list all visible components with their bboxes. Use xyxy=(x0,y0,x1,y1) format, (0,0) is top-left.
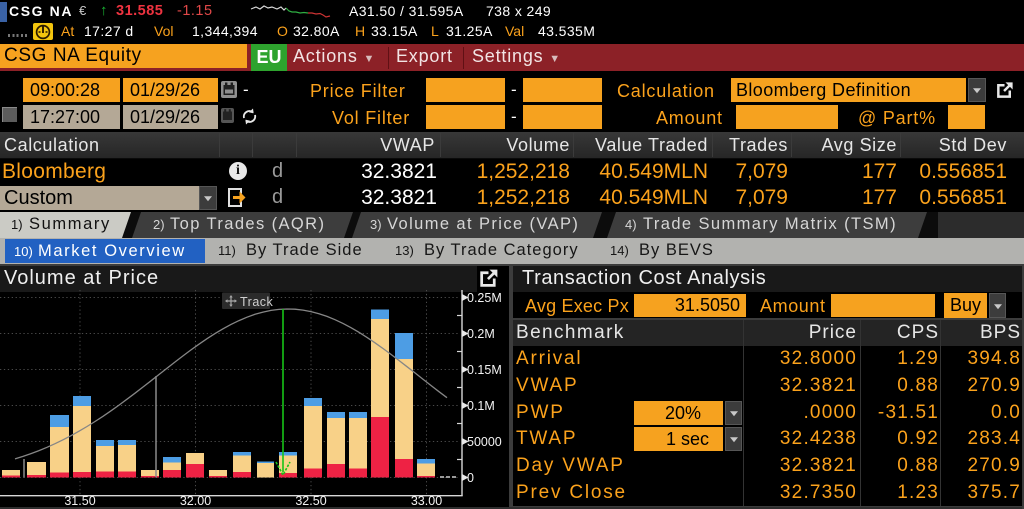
svg-text:0.15M: 0.15M xyxy=(467,363,502,377)
svg-text:0: 0 xyxy=(467,471,474,485)
svg-text:0.2M: 0.2M xyxy=(467,327,495,341)
svg-text:31.50: 31.50 xyxy=(64,494,95,508)
svg-text:32.00: 32.00 xyxy=(180,494,211,508)
svg-text:32.50: 32.50 xyxy=(295,494,326,508)
svg-text:50000: 50000 xyxy=(467,435,502,449)
svg-text:33.00: 33.00 xyxy=(411,494,442,508)
svg-text:0.1M: 0.1M xyxy=(467,399,495,413)
svg-text:Track: Track xyxy=(240,295,274,309)
svg-text:0.25M: 0.25M xyxy=(467,291,502,305)
